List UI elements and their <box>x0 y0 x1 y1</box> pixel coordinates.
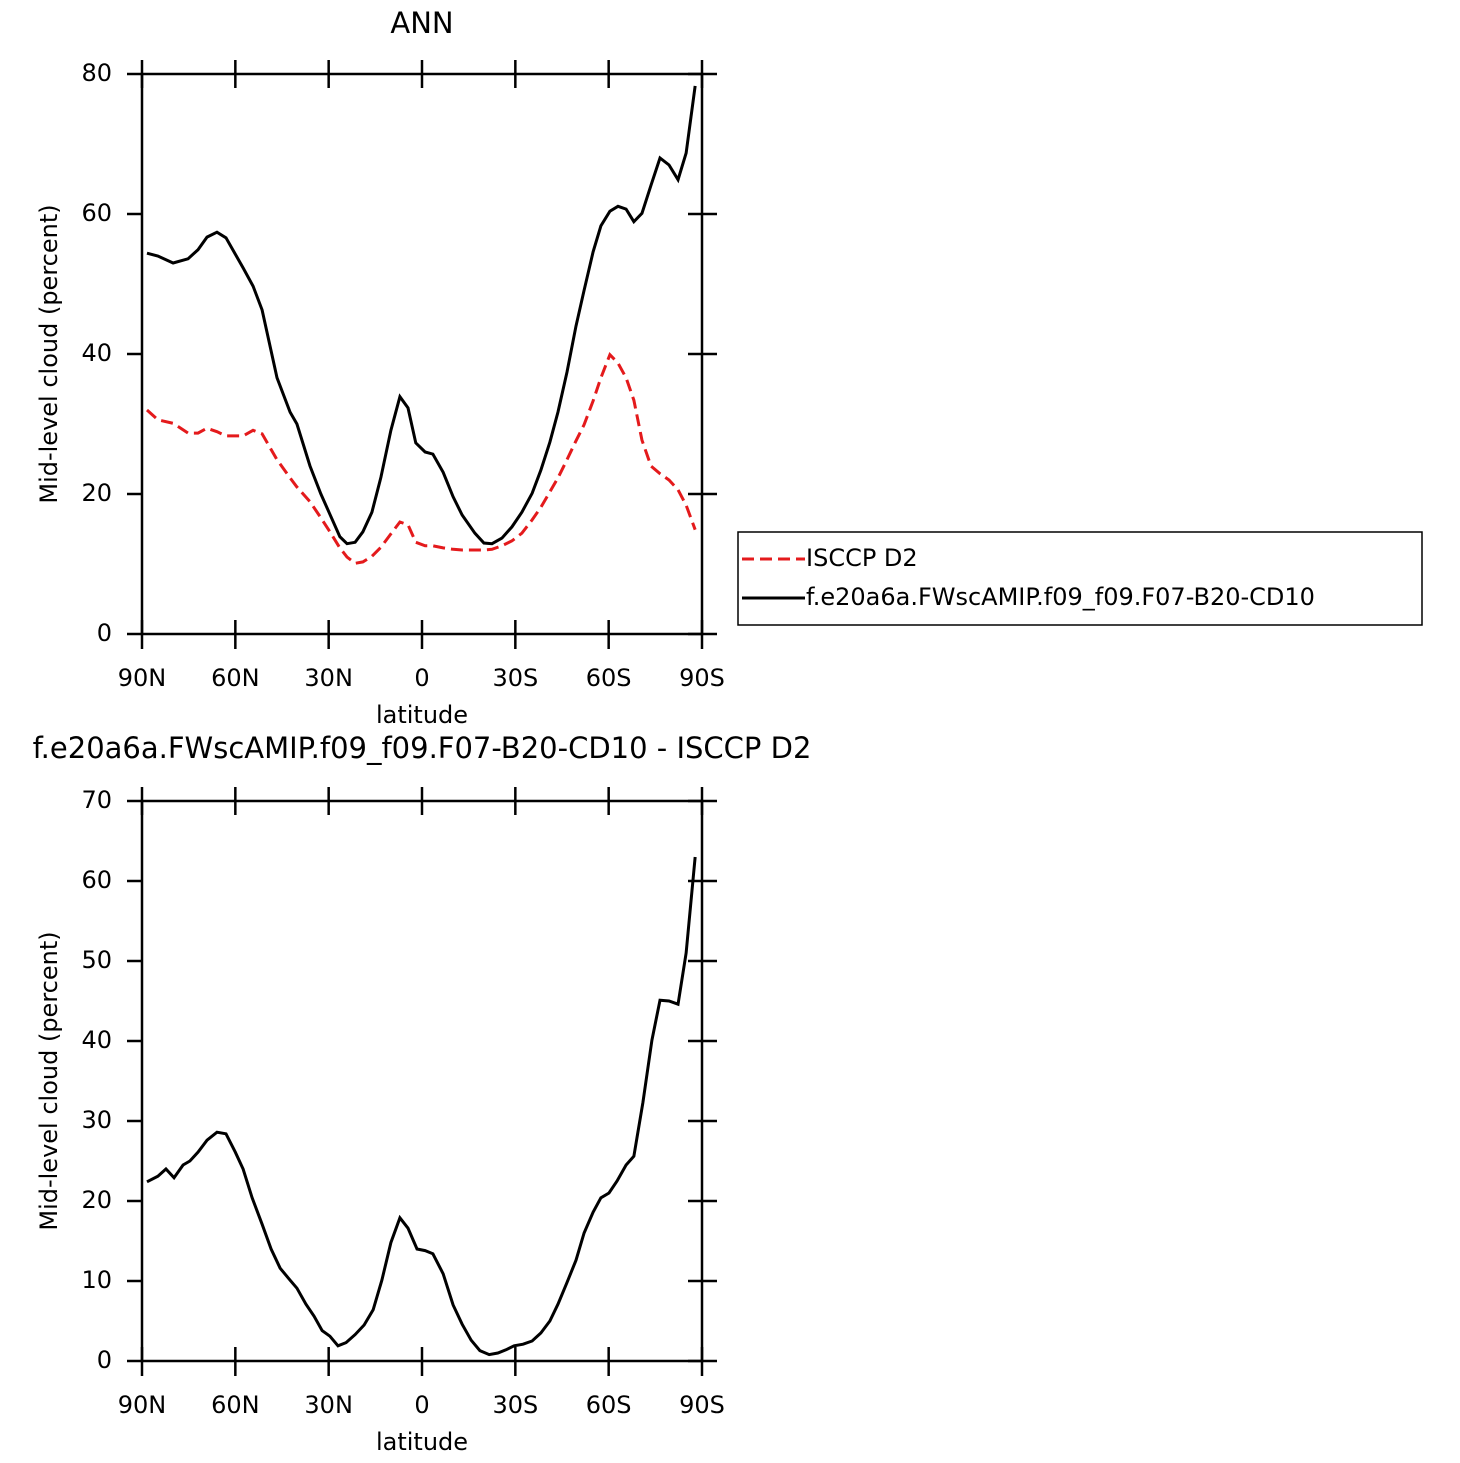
y-tick-label: 70 <box>81 786 112 814</box>
x-tick-label: 60S <box>586 1391 632 1419</box>
x-axis-label: latitude <box>376 1428 468 1456</box>
y-tick-label: 20 <box>81 479 112 507</box>
y-tick-label: 0 <box>97 619 112 647</box>
legend-label: ISCCP D2 <box>806 544 918 572</box>
x-tick-label: 30S <box>492 1391 538 1419</box>
y-tick-label: 80 <box>81 59 112 87</box>
x-axis-label: latitude <box>376 701 468 729</box>
plot-frame <box>140 799 704 1363</box>
x-tick-label: 0 <box>414 664 429 692</box>
x-tick-label: 60N <box>211 664 260 692</box>
x-tick-label: 90N <box>118 664 167 692</box>
y-tick-label: 60 <box>81 199 112 227</box>
data-line <box>146 85 697 546</box>
x-tick-label: 90N <box>118 1391 167 1419</box>
x-tick-label: 30N <box>304 1391 353 1419</box>
data-line <box>145 351 697 565</box>
chart-title: f.e20a6a.FWscAMIP.f09_f09.F07-B20-CD10 -… <box>33 731 812 765</box>
y-axis-label: Mid-level cloud (percent) <box>35 204 63 503</box>
y-tick-label: 40 <box>81 1026 112 1054</box>
y-tick-label: 40 <box>81 339 112 367</box>
x-tick-label: 60N <box>211 1391 260 1419</box>
x-tick-label: 30S <box>492 664 538 692</box>
y-tick-label: 0 <box>97 1346 112 1374</box>
x-tick-label: 60S <box>586 664 632 692</box>
chart-title: ANN <box>390 6 453 40</box>
x-tick-label: 30N <box>304 664 353 692</box>
y-tick-label: 60 <box>81 866 112 894</box>
data-line <box>146 856 697 1357</box>
legend-box <box>737 531 1423 626</box>
legend-label: f.e20a6a.FWscAMIP.f09_f09.F07-B20-CD10 <box>806 583 1315 611</box>
x-tick-label: 90S <box>679 664 725 692</box>
y-tick-label: 20 <box>81 1186 112 1214</box>
x-tick-label: 90S <box>679 1391 725 1419</box>
y-axis-label: Mid-level cloud (percent) <box>35 931 63 1230</box>
y-tick-label: 10 <box>81 1266 112 1294</box>
y-tick-label: 30 <box>81 1106 112 1134</box>
plot-frame <box>140 72 704 636</box>
y-tick-label: 50 <box>81 946 112 974</box>
x-tick-label: 0 <box>414 1391 429 1419</box>
